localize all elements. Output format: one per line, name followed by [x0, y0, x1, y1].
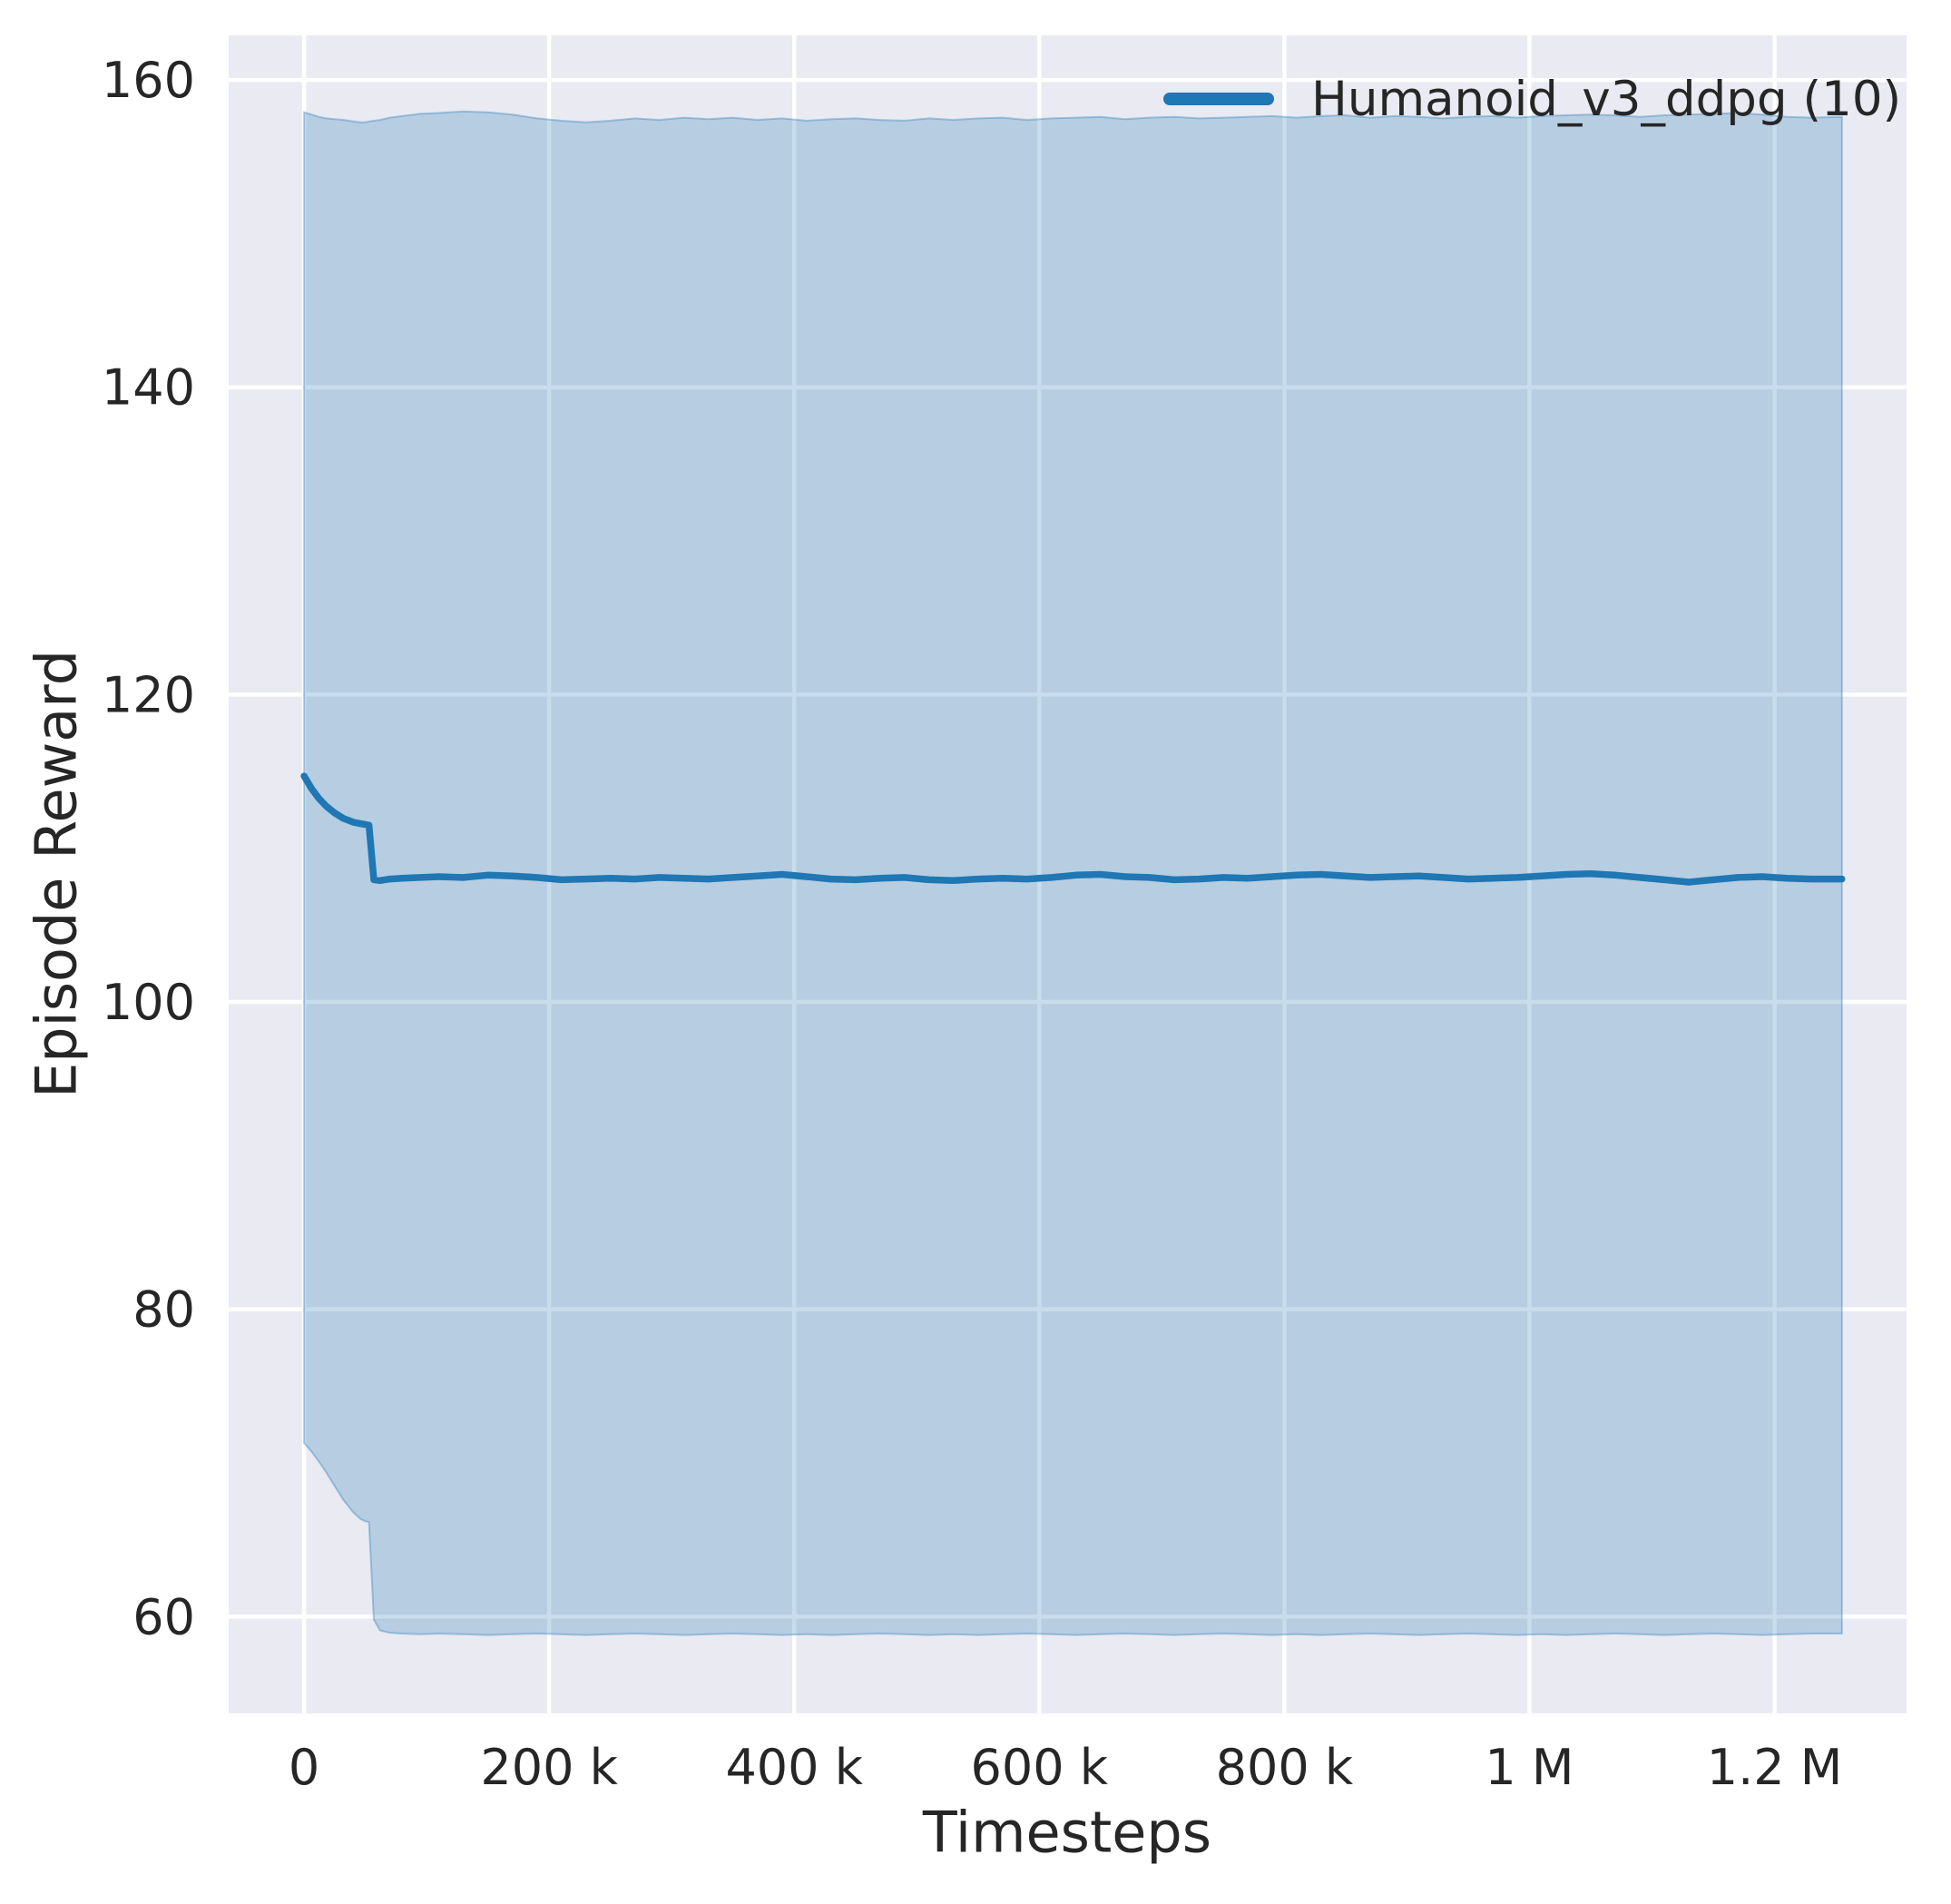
y-tick-label: 60: [132, 1588, 195, 1645]
x-tick-label: 0: [289, 1739, 319, 1796]
y-tick-label: 100: [102, 974, 195, 1031]
x-tick-label: 1.2 M: [1707, 1739, 1843, 1796]
y-tick-label: 120: [102, 666, 195, 723]
x-tick-label: 400 k: [725, 1739, 863, 1796]
y-tick-label: 80: [132, 1281, 195, 1339]
legend-label: Humanoid_v3_ddpg (10): [1311, 71, 1902, 127]
x-tick-label: 600 k: [971, 1739, 1109, 1796]
x-tick-label: 800 k: [1216, 1739, 1354, 1796]
y-tick-label: 140: [102, 359, 195, 417]
legend: Humanoid_v3_ddpg (10): [1163, 71, 1902, 127]
x-tick-label: 1 M: [1485, 1739, 1574, 1796]
y-tick-label: 160: [102, 52, 195, 109]
legend-line-swatch: [1163, 93, 1274, 105]
x-axis-label: Timesteps: [922, 1799, 1212, 1866]
y-axis-label: Episode Reward: [23, 649, 90, 1099]
mean-line: [300, 772, 1846, 886]
x-tick-label: 200 k: [480, 1739, 618, 1796]
